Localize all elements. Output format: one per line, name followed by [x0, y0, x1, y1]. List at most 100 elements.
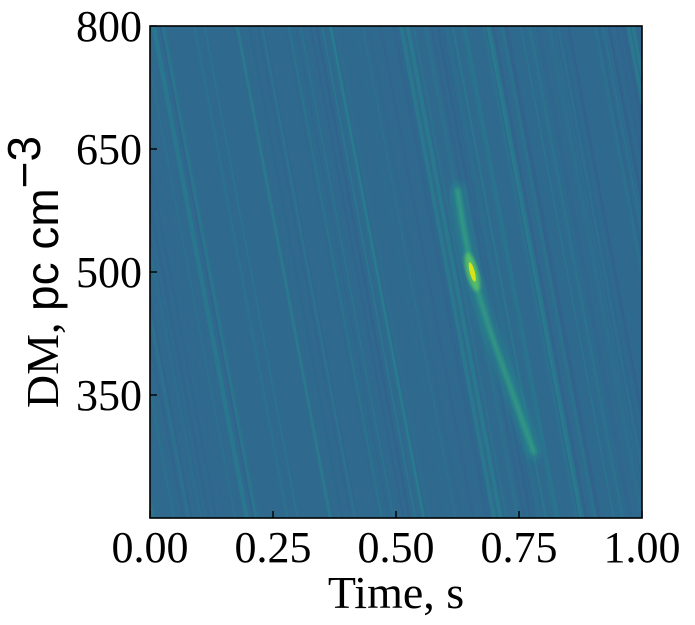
noise-streak: [150, 374, 178, 518]
x-tick-label: 0.75: [481, 523, 558, 572]
noise-streak: [191, 26, 289, 518]
noise-streak: [655, 21, 695, 523]
noise-streak: [159, 26, 254, 518]
noise-streak: [555, 26, 642, 485]
noise-streak: [165, 26, 260, 518]
noise-streak: [622, 26, 642, 127]
noise-streak: [566, 26, 642, 427]
noise-streak: [151, 26, 249, 518]
noise-streak: [334, 26, 432, 518]
noise-streak: [512, 26, 609, 518]
noise-streak: [504, 26, 602, 518]
noise-streak: [379, 26, 475, 518]
noise-streak: [596, 26, 642, 267]
heatmap-area: [150, 21, 695, 523]
noise-streak: [150, 390, 175, 518]
noise-streak: [352, 26, 448, 518]
noise-streak: [490, 26, 588, 518]
noise-streak: [615, 26, 642, 169]
noise-streak: [405, 26, 503, 518]
noise-streak: [150, 380, 176, 518]
noise-streak: [367, 26, 463, 518]
noise-streak: [607, 26, 642, 207]
noise-streak: [291, 26, 389, 518]
noise-streak: [150, 64, 236, 518]
noise-streak: [643, 21, 695, 523]
noise-streak: [604, 26, 642, 224]
noise-streak: [246, 26, 344, 518]
x-tick-label: 0.00: [112, 523, 189, 572]
noise-streak: [519, 26, 615, 518]
noise-streak: [554, 26, 642, 487]
noise-streak: [480, 26, 576, 518]
noise-streak: [563, 26, 642, 441]
noise-streak: [309, 26, 405, 518]
noise-streak: [620, 26, 642, 139]
noise-streak: [435, 26, 533, 518]
noise-streak: [680, 21, 695, 523]
noise-streak: [547, 26, 642, 518]
noise-streak: [315, 26, 412, 518]
noise-streak: [150, 331, 186, 518]
x-tick-label: 0.25: [235, 523, 312, 572]
noise-streak: [480, 26, 578, 518]
noise-streak: [150, 195, 212, 518]
noise-streak: [526, 26, 622, 518]
noise-streak: [402, 26, 498, 518]
noise-streak: [521, 26, 618, 518]
noise-streak: [499, 26, 595, 518]
noise-streak: [528, 26, 625, 518]
noise-streak: [487, 26, 585, 518]
noise-streak: [150, 219, 207, 518]
noise-streak: [480, 26, 576, 518]
x-axis-label: Time, s: [328, 567, 464, 618]
x-tick-label: 0.50: [358, 523, 435, 572]
noise-streak: [327, 26, 424, 518]
y-axis-label-unit: pc cm: [16, 188, 68, 311]
noise-streak: [287, 26, 383, 518]
noise-streak: [355, 26, 450, 518]
y-tick-label: 650: [76, 125, 142, 174]
y-axis-label-exponent: −3: [0, 136, 50, 188]
noise-streak: [150, 161, 218, 518]
noise-streak: [294, 26, 390, 518]
x-tick-label: 1.00: [604, 523, 681, 572]
noise-streak: [553, 26, 642, 494]
noise-streak: [288, 26, 385, 518]
noise-streak: [321, 26, 417, 518]
y-axis-label-quantity: DM,: [17, 311, 68, 408]
burst-signal: [450, 183, 541, 460]
y-tick-label: 800: [76, 2, 142, 51]
noise-streak: [150, 118, 226, 518]
noise-streak: [653, 21, 695, 523]
noise-streak: [349, 26, 448, 518]
burst-peak: [468, 262, 476, 282]
noise-streak: [599, 26, 642, 251]
noise-streak: [536, 26, 632, 518]
noise-streak: [412, 26, 508, 518]
noise-streak: [485, 26, 580, 518]
noise-streak: [150, 294, 193, 518]
noise-streak: [395, 26, 492, 518]
noise-streaks: [150, 21, 695, 523]
noise-streak: [501, 26, 598, 518]
noise-streak: [502, 26, 601, 518]
y-axis: 350 500 650 800: [76, 2, 157, 420]
noise-streak: [561, 26, 642, 451]
noise-streak: [161, 26, 258, 518]
noise-streak: [602, 26, 642, 236]
noise-streak: [661, 21, 695, 523]
noise-streak: [559, 26, 642, 460]
noise-streak: [486, 26, 582, 518]
noise-streak: [395, 26, 491, 518]
sweep-core: [455, 188, 536, 455]
noise-streak: [648, 21, 695, 523]
y-tick-label: 350: [76, 371, 142, 420]
noise-streak: [235, 26, 332, 518]
noise-streak: [623, 26, 642, 125]
noise-streak: [441, 26, 539, 518]
noise-streak: [260, 26, 357, 518]
x-axis: 0.00 0.25 0.50 0.75 1.00: [112, 511, 681, 572]
noise-streak: [283, 26, 379, 518]
